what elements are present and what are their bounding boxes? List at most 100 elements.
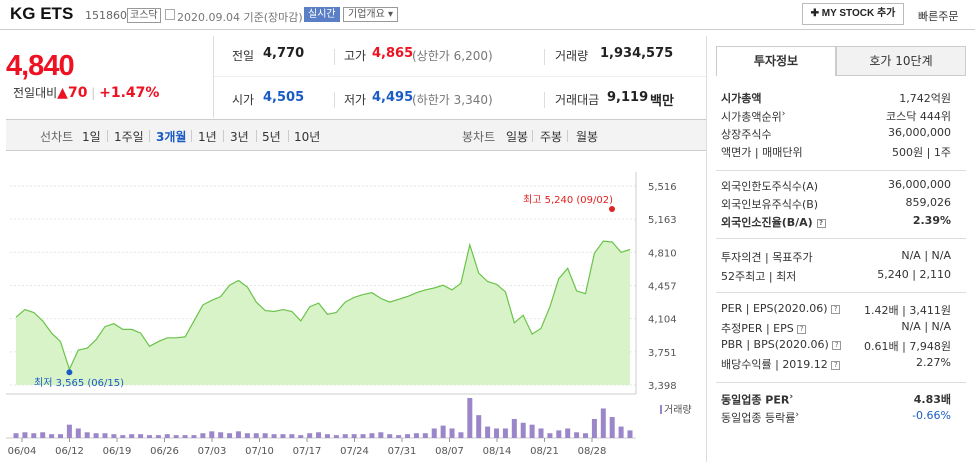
volume-bar <box>22 432 28 438</box>
volume-bar <box>93 433 99 438</box>
volume-bar <box>84 432 90 438</box>
period-1y[interactable]: 1년 <box>198 130 217 144</box>
high-marker <box>609 206 615 212</box>
stock-header <box>0 0 975 30</box>
volume-bar <box>378 432 384 438</box>
help-icon: ? <box>832 340 842 350</box>
volume-bar <box>502 428 508 438</box>
candle-weekly[interactable]: 주봉 <box>540 130 563 144</box>
candle-daily[interactable]: 일봉 <box>506 130 529 144</box>
candle-monthly[interactable]: 월봉 <box>576 130 599 144</box>
x-tick-label: 07/24 <box>340 446 369 457</box>
volume-bar <box>449 428 455 438</box>
volume-bar <box>627 430 633 438</box>
amount-label: 거래대금 <box>555 93 600 107</box>
volume-bar <box>31 433 37 438</box>
stock-name: KG ETS <box>10 4 74 23</box>
volume-bar <box>618 426 624 438</box>
help-icon: ? <box>831 304 841 314</box>
candle-chart-label: 봉차트 <box>462 130 496 144</box>
period-1d[interactable]: 1일 <box>82 130 101 144</box>
row-opinion: 투자의견 | 목표주가 N/A | N/A <box>721 249 951 264</box>
x-tick-label: 07/03 <box>198 446 227 457</box>
price-summary: 전일 4,770 고가 4,865 (상한가 6,200) 거래량 1,934,… <box>214 36 706 118</box>
volume-bar <box>129 434 135 438</box>
open-value: 4,505 <box>263 90 305 105</box>
volume-bar <box>271 434 277 438</box>
add-my-stock-button[interactable]: ✚ MY STOCK 추가 <box>802 3 904 25</box>
row-per-eps: PER | EPS(2020.06) ? 1.42배 | 3,411원 <box>721 302 951 317</box>
x-tick-label: 08/21 <box>530 446 559 457</box>
y-tick-label: 4,457 <box>648 282 677 293</box>
volume-bar <box>227 433 233 438</box>
period-3m[interactable]: 3개월 <box>156 130 187 144</box>
volume-bar <box>422 433 428 438</box>
y-tick-label: 5,516 <box>648 182 677 193</box>
row-est-per: 추정PER | EPS ? N/A | N/A <box>721 320 951 335</box>
volume-bar <box>262 433 268 438</box>
fast-order-link[interactable]: 빠른주문 <box>918 10 959 23</box>
volume-bar <box>369 433 375 438</box>
volume-bar <box>556 430 562 438</box>
volume-bar <box>467 398 473 438</box>
volume-bar <box>431 428 437 438</box>
realtime-button[interactable]: 실시간 <box>304 7 340 22</box>
price-chart: 5,516 5,163 4,810 4,457 4,104 3,751 3,398 최고 5,… <box>6 172 692 457</box>
row-industry-rate: 동일업종 등락률› -0.66% <box>721 409 951 425</box>
high-label: 고가 <box>344 49 367 63</box>
amount-value: 9,119 <box>607 90 649 105</box>
volume-bar <box>298 435 304 438</box>
volume-bar <box>538 428 544 438</box>
volume-bar <box>218 432 224 438</box>
volume-bar <box>111 434 117 438</box>
volume-bar <box>138 434 144 438</box>
row-foreign-hold: 외국인보유주식수(B) 859,026 <box>721 196 951 211</box>
x-tick-label: 08/28 <box>578 446 607 457</box>
current-price: 4,840 <box>6 50 75 82</box>
volume-bar <box>600 408 606 438</box>
row-52week: 52주최고 | 최저 5,240 | 2,110 <box>721 268 951 283</box>
panel-divider <box>706 36 707 462</box>
period-1w[interactable]: 1주일 <box>114 130 144 144</box>
amount-unit: 백만 <box>650 94 674 109</box>
line-chart-label: 선차트 <box>40 130 74 144</box>
volume-bar <box>182 435 188 438</box>
volume-bar <box>591 418 597 438</box>
volume-bar <box>307 433 313 438</box>
x-tick-label: 06/04 <box>8 446 37 457</box>
row-cap-rank: 시가총액순위› 코스닥 444위 <box>721 108 951 124</box>
volume-bar <box>387 434 393 438</box>
volume-value: 1,934,575 <box>600 46 674 61</box>
volume-bar <box>405 434 411 438</box>
period-3y[interactable]: 3년 <box>230 130 249 144</box>
price-line <box>15 240 631 371</box>
row-foreign-rate: 외국인소진율(B/A) ? 2.39% <box>721 214 951 229</box>
row-shares: 상장주식수 36,000,000 <box>721 126 951 141</box>
volume-bar <box>458 432 464 438</box>
volume-legend-swatch <box>660 405 662 414</box>
volume-bar <box>40 432 46 438</box>
volume-bar <box>351 434 357 438</box>
volume-bar <box>102 433 108 438</box>
x-tick-label: 08/14 <box>483 446 512 457</box>
period-10y[interactable]: 10년 <box>294 130 321 144</box>
volume-bar <box>66 424 72 438</box>
row-market-cap: 시가총액 1,742억원 <box>721 92 951 105</box>
row-foreign-limit: 외국인한도주식수(A) 36,000,000 <box>721 178 951 193</box>
x-tick-label: 06/19 <box>103 446 132 457</box>
low-label: 저가 <box>344 93 367 107</box>
company-overview-dropdown[interactable]: 기업개요 ▾ <box>343 7 399 22</box>
tab-invest-info[interactable]: 투자정보 <box>716 46 836 76</box>
price-area <box>16 241 630 385</box>
x-tick-label: 07/10 <box>245 446 274 457</box>
period-5y[interactable]: 5년 <box>262 130 281 144</box>
tab-quote-10[interactable]: 호가 10단계 <box>836 46 966 76</box>
x-tick-label: 07/17 <box>293 446 322 457</box>
volume-bar <box>146 435 152 438</box>
help-icon: ? <box>816 218 826 228</box>
x-tick-label: 08/07 <box>435 446 464 457</box>
volume-bar <box>547 433 553 438</box>
volume-bar <box>511 418 517 438</box>
volume-bar <box>520 422 526 438</box>
info-tabs: 투자정보 호가 10단계 <box>716 46 966 76</box>
